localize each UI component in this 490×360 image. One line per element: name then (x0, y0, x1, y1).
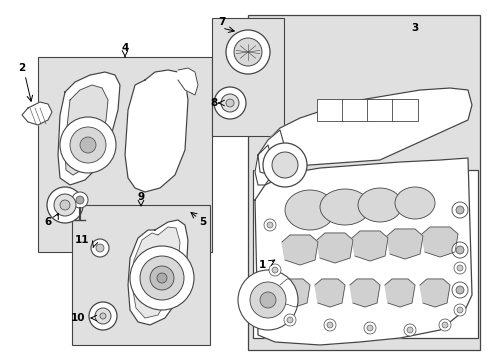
Circle shape (324, 319, 336, 331)
Polygon shape (420, 279, 450, 307)
Text: 4: 4 (122, 43, 129, 53)
Polygon shape (255, 158, 472, 345)
FancyBboxPatch shape (367, 99, 393, 121)
Circle shape (95, 308, 111, 324)
FancyBboxPatch shape (317, 99, 343, 121)
Circle shape (442, 322, 448, 328)
Text: 10: 10 (71, 313, 85, 323)
Circle shape (452, 282, 468, 298)
Circle shape (264, 219, 276, 231)
Circle shape (60, 117, 116, 173)
Polygon shape (282, 235, 318, 265)
Circle shape (54, 194, 76, 216)
Circle shape (221, 94, 239, 112)
Circle shape (140, 256, 184, 300)
FancyBboxPatch shape (392, 99, 418, 121)
Circle shape (260, 292, 276, 308)
Polygon shape (387, 229, 423, 259)
Circle shape (457, 265, 463, 271)
Circle shape (327, 322, 333, 328)
Circle shape (284, 314, 296, 326)
Circle shape (76, 196, 84, 204)
Text: 11: 11 (75, 235, 89, 245)
Polygon shape (352, 231, 388, 261)
Circle shape (226, 99, 234, 107)
Circle shape (454, 262, 466, 274)
Circle shape (72, 192, 88, 208)
Circle shape (456, 286, 464, 294)
Polygon shape (132, 227, 180, 318)
FancyBboxPatch shape (38, 57, 212, 252)
Circle shape (238, 270, 298, 330)
Circle shape (272, 267, 278, 273)
Text: 3: 3 (412, 23, 418, 33)
Circle shape (457, 307, 463, 313)
Circle shape (456, 246, 464, 254)
FancyBboxPatch shape (342, 99, 368, 121)
Circle shape (157, 273, 167, 283)
Polygon shape (280, 279, 310, 307)
Polygon shape (65, 85, 108, 175)
Circle shape (100, 313, 106, 319)
Polygon shape (350, 279, 380, 307)
FancyBboxPatch shape (212, 18, 284, 136)
Polygon shape (58, 72, 120, 185)
Circle shape (452, 202, 468, 218)
Circle shape (91, 239, 109, 257)
Polygon shape (315, 279, 345, 307)
Circle shape (272, 152, 298, 178)
Circle shape (130, 246, 194, 310)
Polygon shape (178, 68, 198, 95)
Circle shape (250, 282, 286, 318)
Circle shape (89, 302, 117, 330)
Polygon shape (258, 130, 285, 175)
Circle shape (439, 319, 451, 331)
Circle shape (60, 200, 70, 210)
Circle shape (267, 222, 273, 228)
Circle shape (364, 322, 376, 334)
Circle shape (452, 242, 468, 258)
Ellipse shape (320, 189, 370, 225)
FancyBboxPatch shape (253, 170, 478, 338)
Circle shape (234, 38, 262, 66)
Polygon shape (258, 88, 472, 168)
Polygon shape (255, 145, 272, 185)
Ellipse shape (358, 188, 402, 222)
Circle shape (287, 317, 293, 323)
Circle shape (407, 327, 413, 333)
Text: 7: 7 (219, 17, 226, 27)
Circle shape (214, 87, 246, 119)
Circle shape (456, 206, 464, 214)
FancyBboxPatch shape (72, 205, 210, 345)
Text: 8: 8 (210, 98, 218, 108)
Text: 5: 5 (199, 217, 207, 227)
Ellipse shape (285, 190, 335, 230)
Text: 2: 2 (19, 63, 25, 73)
Circle shape (404, 324, 416, 336)
Text: 1: 1 (258, 260, 266, 270)
Text: 6: 6 (45, 217, 51, 227)
Circle shape (263, 143, 307, 187)
Polygon shape (317, 233, 353, 263)
Ellipse shape (395, 187, 435, 219)
Circle shape (80, 137, 96, 153)
Circle shape (150, 266, 174, 290)
FancyBboxPatch shape (248, 15, 480, 350)
Circle shape (70, 127, 106, 163)
Circle shape (96, 244, 104, 252)
Polygon shape (22, 102, 52, 125)
Circle shape (367, 325, 373, 331)
Polygon shape (385, 279, 415, 307)
Polygon shape (125, 70, 188, 192)
Circle shape (269, 264, 281, 276)
Polygon shape (128, 220, 188, 325)
Circle shape (47, 187, 83, 223)
Circle shape (226, 30, 270, 74)
Text: 9: 9 (137, 192, 145, 202)
Polygon shape (422, 227, 458, 257)
Circle shape (454, 304, 466, 316)
